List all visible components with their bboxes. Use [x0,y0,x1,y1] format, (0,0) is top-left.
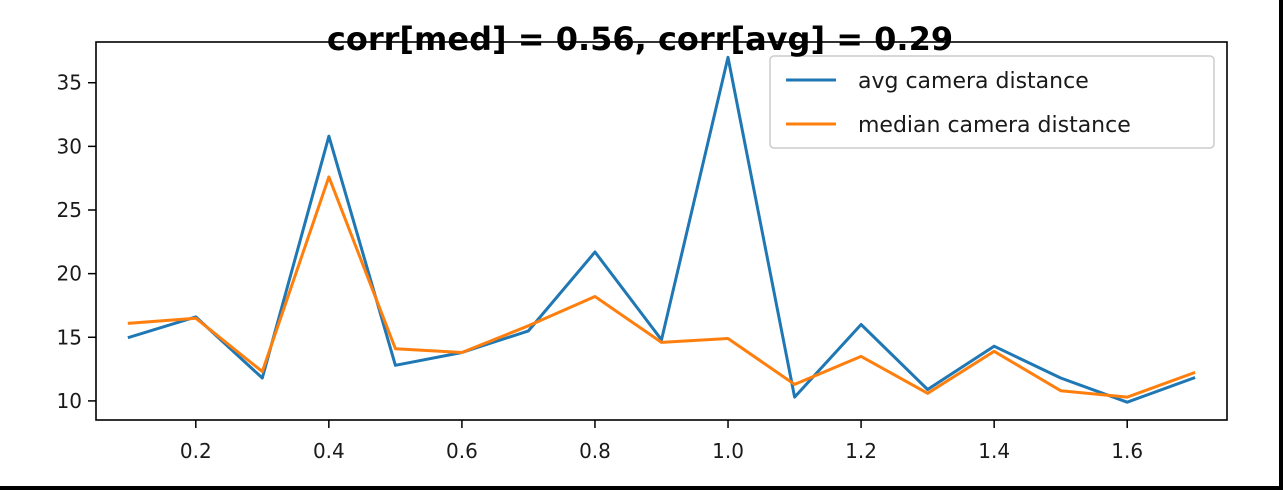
legend-box [769,55,1215,149]
x-tick-label: 1.6 [1111,439,1143,463]
x-tick-label: 1.4 [978,439,1010,463]
y-tick-label: 15 [57,325,82,349]
series-line-avg [127,55,1196,404]
x-tick-label: 0.2 [180,439,212,463]
x-tick-label: 0.8 [579,439,611,463]
chart-title: corr[med] = 0.56, corr[avg] = 0.29 [327,20,953,58]
series-line-median [127,175,1196,399]
x-tick-label: 0.6 [446,439,478,463]
legend-label: median camera distance [858,113,1131,138]
x-tick-label: 1.0 [712,439,744,463]
axes-frame [95,41,1228,421]
x-tick-label: 1.2 [845,439,877,463]
y-tick-label: 25 [57,198,82,222]
axes-layer: 0.2 0.4 0.6 0.8 1.0 1.2 1.4 1.6 10 15 20 25 30 35 [57,41,1228,463]
legend-label: avg camera distance [858,69,1089,94]
x-tick-label: 0.4 [313,439,345,463]
y-tick-label: 10 [57,389,82,413]
y-tick-label: 30 [57,134,82,158]
y-tick-label: 35 [57,71,82,95]
series-layer [127,55,1196,404]
y-tick-label: 20 [57,262,82,286]
legend: avg camera distance median camera distanc… [769,55,1215,149]
